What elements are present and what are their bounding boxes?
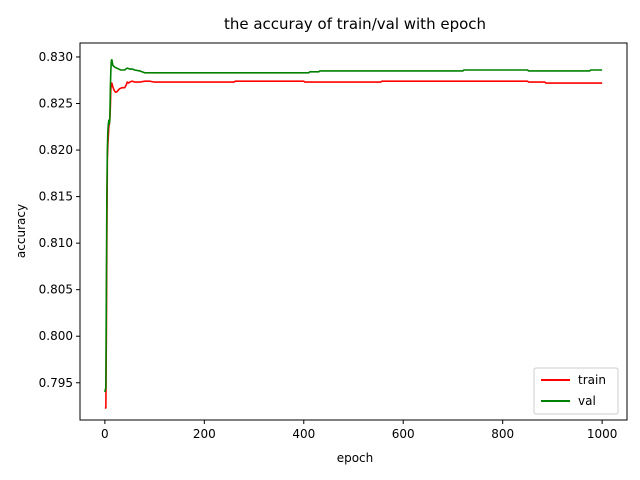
y-tick-label: 0.805 bbox=[39, 283, 73, 297]
y-tick-label: 0.820 bbox=[39, 143, 73, 157]
y-tick-label: 0.810 bbox=[39, 236, 73, 250]
legend-train-label: train bbox=[578, 373, 606, 387]
x-tick-label: 400 bbox=[292, 427, 315, 441]
x-tick-label: 200 bbox=[193, 427, 216, 441]
plot-area bbox=[80, 43, 627, 420]
series-line-val bbox=[104, 58, 603, 393]
x-tick-label: 1000 bbox=[587, 427, 618, 441]
x-tick-label: 800 bbox=[491, 427, 514, 441]
y-axis-label: accuracy bbox=[14, 204, 28, 258]
y-tick-label: 0.825 bbox=[39, 97, 73, 111]
x-tick-label: 0 bbox=[101, 427, 109, 441]
y-tick-label: 0.815 bbox=[39, 190, 73, 204]
x-tick-label: 600 bbox=[392, 427, 415, 441]
x-axis-label: epoch bbox=[337, 451, 374, 465]
series-layer bbox=[104, 58, 603, 409]
chart-title: the accuray of train/val with epoch bbox=[224, 15, 486, 33]
y-tick-label: 0.800 bbox=[39, 329, 73, 343]
y-axis: 0.795 0.800 0.805 0.810 0.815 0.820 0.825 0.830 bbox=[39, 50, 80, 390]
x-axis: 0 200 400 600 800 1000 bbox=[101, 420, 617, 441]
y-tick-label: 0.830 bbox=[39, 50, 73, 64]
legend: train val bbox=[533, 367, 619, 415]
plot-frame bbox=[79, 42, 628, 421]
legend-val-label: val bbox=[578, 394, 596, 408]
y-tick-label: 0.795 bbox=[39, 376, 73, 390]
